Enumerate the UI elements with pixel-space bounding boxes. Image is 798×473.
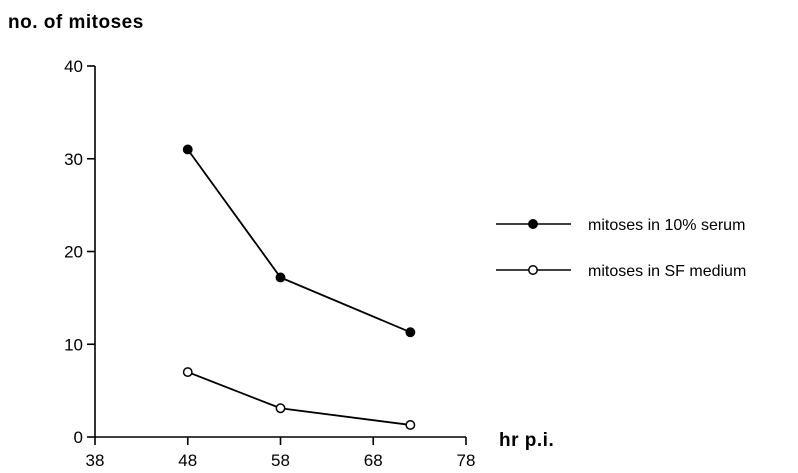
series-line — [187, 148, 411, 334]
y-tick-label: 0 — [74, 428, 83, 447]
legend-label: mitoses in 10% serum — [588, 217, 745, 234]
x-tick-label: 78 — [457, 451, 476, 470]
x-axis-title: hr p.i. — [499, 430, 554, 451]
data-point-filled — [182, 144, 193, 155]
x-tick-label: 58 — [271, 451, 290, 470]
x-tick-label: 48 — [178, 451, 197, 470]
y-axis-title: no. of mitoses — [8, 12, 144, 33]
legend-marker — [528, 265, 538, 275]
data-point-filled — [275, 272, 286, 283]
data-point-open — [182, 367, 193, 378]
data-point-open — [405, 419, 416, 430]
axis-ticks: 38 48 58 68 78 0 10 20 30 40 — [64, 57, 475, 470]
legend-label: mitoses in SF medium — [588, 263, 746, 280]
y-tick-label: 10 — [64, 335, 83, 354]
series-line — [187, 371, 411, 426]
data-point-open — [275, 403, 286, 414]
y-tick-label: 40 — [64, 57, 83, 76]
plot-area — [182, 144, 416, 430]
y-tick-label: 20 — [64, 243, 83, 262]
y-tick-label: 30 — [64, 150, 83, 169]
legend-marker — [528, 219, 538, 229]
data-point-filled — [405, 327, 416, 338]
x-tick-label: 68 — [364, 451, 383, 470]
legend: mitoses in 10% serum mitoses in SF medium — [496, 217, 746, 280]
x-tick-label: 38 — [86, 451, 105, 470]
